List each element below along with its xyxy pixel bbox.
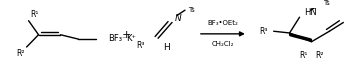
Text: R¹: R¹ [30,10,39,19]
Text: R²: R² [315,51,324,60]
Text: Ts: Ts [188,7,195,13]
Text: R²: R² [16,49,25,58]
Text: N: N [175,14,182,23]
Text: +: + [122,30,131,40]
Text: Ts: Ts [324,0,330,6]
Text: CH₂Cl₂: CH₂Cl₂ [211,41,234,46]
Text: BF₃•OEt₂: BF₃•OEt₂ [207,20,238,26]
Text: R¹: R¹ [299,51,308,60]
Text: BF₃⁻: BF₃⁻ [108,34,127,43]
Text: HN: HN [304,8,317,17]
Text: R³: R³ [259,27,268,36]
Text: K⁺: K⁺ [126,34,136,43]
Text: R³: R³ [136,41,145,50]
Text: H: H [163,42,169,52]
